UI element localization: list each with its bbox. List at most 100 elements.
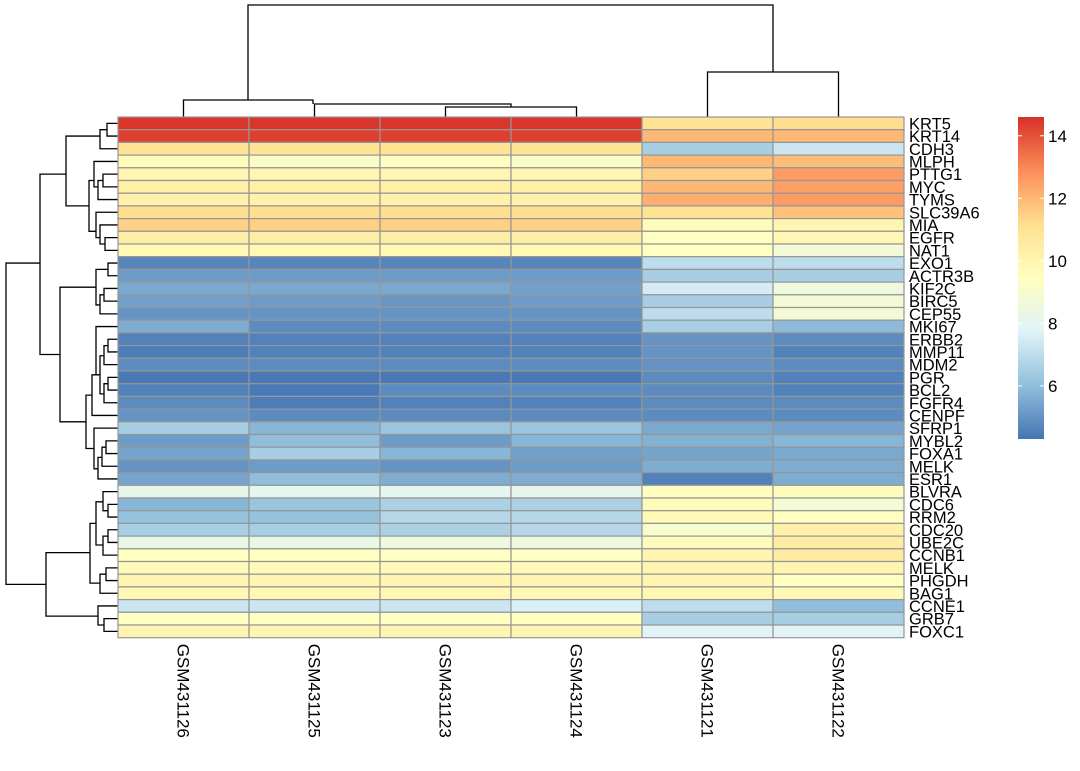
- heatmap-cell-exo1-gsm431123: [379, 256, 512, 271]
- heatmap-cell-mybl2-gsm431125: [248, 433, 381, 448]
- heatmap-cell-pgr-gsm431123: [379, 370, 512, 385]
- heatmap-cell-ube2c-gsm431121: [641, 535, 774, 550]
- heatmap-cell-mki67-gsm431125: [248, 319, 381, 334]
- heatmap-cell-grb7-gsm431126: [117, 611, 250, 626]
- heatmap-cell-mlph-gsm431121: [641, 154, 774, 169]
- row-dendrogram-branch: [97, 456, 118, 480]
- heatmap-cell-pttg1-gsm431121: [641, 167, 774, 182]
- heatmap-cell-krt14-gsm431121: [641, 129, 774, 143]
- row-dendrogram-branch: [93, 160, 118, 188]
- heatmap-cell-cdc6-gsm431126: [117, 497, 250, 512]
- heatmap-cell-ccnb1-gsm431123: [379, 548, 512, 563]
- heatmap-cell-pttg1-gsm431126: [117, 167, 250, 182]
- heatmap-cell-rrm2-gsm431125: [248, 510, 381, 525]
- heatmap-cell-phgdh-gsm431121: [641, 573, 774, 588]
- row-label-mki67: MKI67: [909, 319, 957, 337]
- heatmap-cell-bcl2-gsm431123: [379, 383, 512, 398]
- heatmap-cell-cep55-gsm431124: [510, 306, 643, 321]
- heatmap-cell-tyms-gsm431124: [510, 192, 643, 207]
- legend-ticks: 6 8 10 12 14: [1018, 127, 1067, 396]
- heatmap-cell-mybl2-gsm431122: [772, 433, 905, 448]
- row-label-grb7: GRB7: [909, 611, 954, 629]
- row-dendrogram-branch: [59, 286, 96, 423]
- heatmap-cell-egfr-gsm431123: [379, 230, 512, 245]
- heatmap-cell-esr1-gsm431125: [248, 472, 381, 486]
- heatmap-cell-mybl2-gsm431126: [117, 433, 250, 448]
- heatmap-cell-kif2c-gsm431122: [772, 281, 905, 296]
- heatmap-cell-esr1-gsm431123: [379, 472, 512, 486]
- heatmap-cell-mybl2-gsm431123: [379, 433, 512, 448]
- row-label-cenpf: CENPF: [909, 407, 965, 425]
- heatmap-cell-cdc6-gsm431122: [772, 497, 905, 512]
- row-dendrogram-branch: [97, 605, 118, 626]
- row-label-blvra: BLVRA: [909, 484, 962, 502]
- heatmap-cell-egfr-gsm431126: [117, 230, 250, 245]
- heatmap-cell-ube2c-gsm431123: [379, 535, 512, 550]
- heatmap-cell-cdc6-gsm431124: [510, 497, 643, 512]
- heatmap-cell-myc-gsm431121: [641, 179, 774, 194]
- heatmap-cell-bag1-gsm431122: [772, 586, 905, 601]
- heatmap-cell-esr1-gsm431121: [641, 472, 774, 486]
- row-label-bcl2: BCL2: [909, 382, 950, 400]
- column-label-gsm431122: GSM431122: [829, 644, 848, 738]
- row-dendrogram-branch: [99, 294, 118, 315]
- heatmap-cell-tyms-gsm431126: [117, 192, 250, 207]
- heatmap-cell-cdc20-gsm431121: [641, 522, 774, 537]
- column-label-gsm431123: GSM431123: [436, 644, 455, 738]
- row-dendrogram-branch: [39, 173, 66, 356]
- heatmap-cell-kif2c-gsm431126: [117, 281, 250, 296]
- heatmap-cell-ccne1-gsm431124: [510, 598, 643, 613]
- heatmap-cell-rrm2-gsm431126: [117, 510, 250, 525]
- row-label-phgdh: PHGDH: [909, 573, 969, 591]
- heatmap-cell-myc-gsm431125: [248, 179, 381, 194]
- heatmap-cell-rrm2-gsm431121: [641, 510, 774, 525]
- row-dendrogram-branch: [106, 122, 118, 137]
- heatmap-cell-melk-gsm431124: [510, 560, 643, 575]
- column-dendrogram: [182, 4, 840, 117]
- heatmap-cell-ccnb1-gsm431125: [248, 548, 381, 563]
- heatmap-cell-fgfr4-gsm431122: [772, 395, 905, 410]
- heatmap-cell-cep55-gsm431125: [248, 306, 381, 321]
- row-dendrogram-branch: [103, 287, 118, 302]
- heatmap-cell-actr3b-gsm431122: [772, 268, 905, 283]
- heatmap-cell-foxc1-gsm431124: [510, 624, 643, 639]
- heatmap-cell-pttg1-gsm431124: [510, 167, 643, 182]
- row-label-cdh3: CDH3: [909, 141, 954, 159]
- row-label-sfrp1: SFRP1: [909, 420, 962, 438]
- row-dendrogram-branch: [101, 446, 118, 467]
- heatmap-cell-cdc6-gsm431121: [641, 497, 774, 512]
- heatmap-cell-grb7-gsm431122: [772, 611, 905, 626]
- heatmap-cell-mdm2-gsm431125: [248, 357, 381, 372]
- heatmap-cell-exo1-gsm431126: [117, 256, 250, 271]
- column-labels: GSM431126 GSM431125 GSM431123 GSM431124 GSM4…: [174, 644, 848, 738]
- row-label-tyms: TYMS: [909, 192, 955, 210]
- heatmap-cell-mmp11-gsm431125: [248, 345, 381, 359]
- heatmap-cell-cenpf-gsm431124: [510, 408, 643, 423]
- row-label-melk: MELK: [909, 560, 954, 578]
- row-label-fgfr4: FGFR4: [909, 395, 963, 413]
- heatmap-cell-tyms-gsm431121: [641, 192, 774, 207]
- row-labels: KRT5KRT14CDH3MLPHPTTG1MYCTYMSSLC39A6MIAE…: [909, 115, 980, 641]
- heatmap-cell-ube2c-gsm431126: [117, 535, 250, 550]
- heatmap-cell-bag1-gsm431126: [117, 586, 250, 601]
- heatmap-cell-bag1-gsm431123: [379, 586, 512, 601]
- heatmap-cell-birc5-gsm431122: [772, 294, 905, 309]
- row-label-slc39a6: SLC39A6: [909, 204, 980, 222]
- heatmap-cell-rrm2-gsm431122: [772, 510, 905, 525]
- heatmap-cell-mki67-gsm431126: [117, 319, 250, 334]
- row-dendrogram-branch: [88, 179, 96, 232]
- heatmap-cell-birc5-gsm431125: [248, 294, 381, 309]
- heatmap-cell-exo1-gsm431122: [772, 256, 905, 271]
- heatmap-cell-mki67-gsm431123: [379, 319, 512, 334]
- column-label-gsm431126: GSM431126: [174, 644, 193, 738]
- heatmap-cell-mia-gsm431126: [117, 218, 250, 232]
- heatmap-cell-bcl2-gsm431122: [772, 383, 905, 398]
- row-dendrogram-branch: [99, 573, 118, 594]
- row-label-ube2c: UBE2C: [909, 534, 964, 552]
- heatmap-cell-birc5-gsm431123: [379, 294, 512, 309]
- heatmap-cell-cdc20-gsm431125: [248, 522, 381, 537]
- heatmap-cell-nat1-gsm431123: [379, 243, 512, 258]
- heatmap-cell-erbb2-gsm431121: [641, 332, 774, 347]
- heatmap-cell-krt14-gsm431124: [510, 129, 643, 143]
